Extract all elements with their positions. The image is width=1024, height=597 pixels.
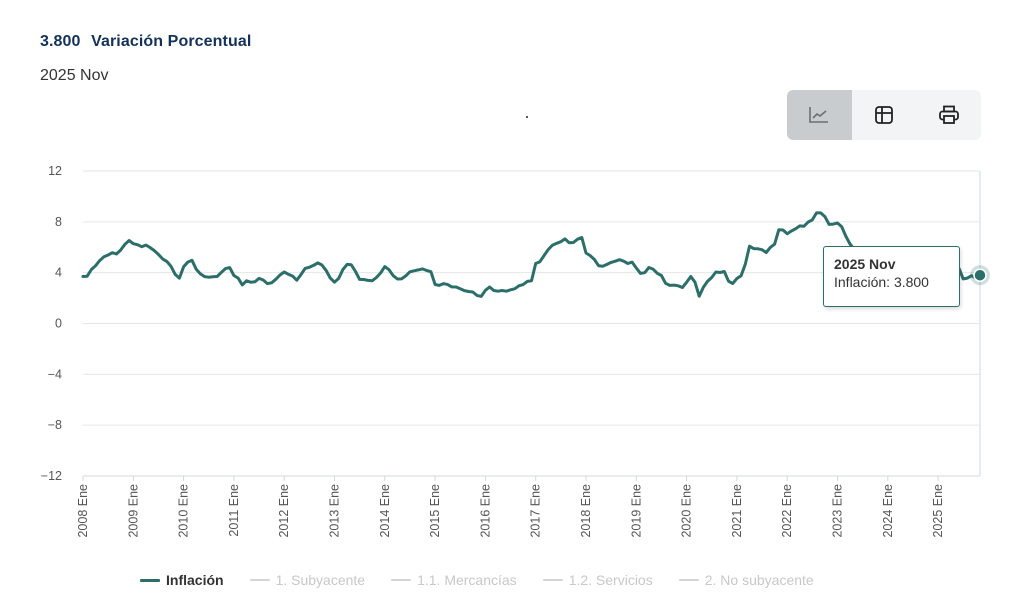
- x-tick-label: 2021 Ene: [730, 484, 744, 538]
- legend-swatch: [678, 579, 699, 581]
- printer-icon: [938, 105, 959, 124]
- x-tick-label: 2009 Ene: [126, 484, 140, 538]
- x-tick-label: 2013 Ene: [327, 484, 341, 538]
- tooltip: 2025 Nov Inflación: 3.800: [823, 246, 960, 307]
- legend-label: 1. Subyacente: [275, 572, 366, 588]
- x-axis-ticks: 2008 Ene 2009 Ene 2010 Ene 2011 Ene 2012 Ene…: [76, 476, 945, 538]
- legend-label: 1.2. Servicios: [568, 572, 653, 588]
- legend-item[interactable]: 1.1. Mercancías: [391, 572, 517, 588]
- x-tick-label: 2010 Ene: [177, 484, 191, 538]
- y-tick-label: 4: [55, 266, 62, 280]
- series-code: 3.800: [40, 33, 81, 50]
- legend-swatch: [542, 579, 563, 581]
- y-tick-label: −8: [48, 418, 62, 432]
- x-tick-label: 2017 Ene: [529, 484, 543, 538]
- chart-title: 3.800 Variación Porcentual: [40, 33, 251, 51]
- legend-swatch: [140, 578, 160, 582]
- y-tick-label: −12: [41, 469, 62, 483]
- legend-item[interactable]: Inflación: [140, 572, 224, 588]
- legend-label: 2. No subyacente: [704, 572, 814, 588]
- legend-label: 1.1. Mercancías: [417, 572, 517, 588]
- y-axis-ticks: 12 8 4 0 −4 −8 −12: [41, 164, 62, 483]
- table-icon: [875, 106, 893, 124]
- view-toolbar: [787, 90, 981, 140]
- stray-dot: [526, 116, 528, 118]
- legend-swatch: [391, 579, 412, 581]
- line-chart-icon: [809, 107, 829, 123]
- y-tick-label: −4: [48, 367, 62, 381]
- chart-view-button[interactable]: [787, 90, 852, 140]
- tooltip-period: 2025 Nov: [834, 256, 896, 272]
- x-tick-label: 2012 Ene: [277, 484, 291, 538]
- legend: Inflación 1. Subyacente 1.1. Mercancías 1.2…: [140, 572, 840, 588]
- series-layer: [81, 211, 990, 298]
- legend-swatch: [249, 579, 270, 581]
- grid-lines: [83, 170, 981, 477]
- series-title: Variación Porcentual: [91, 33, 252, 50]
- legend-item[interactable]: 2. No subyacente: [678, 572, 814, 588]
- x-tick-label: 2023 Ene: [830, 484, 844, 538]
- print-button[interactable]: [916, 90, 981, 140]
- x-tick-label: 2022 Ene: [780, 484, 794, 538]
- x-tick-label: 2016 Ene: [478, 484, 492, 538]
- legend-item[interactable]: 1. Subyacente: [249, 572, 366, 588]
- x-tick-label: 2011 Ene: [227, 484, 241, 537]
- y-tick-label: 0: [55, 317, 62, 331]
- table-view-button[interactable]: [852, 90, 917, 140]
- x-tick-label: 2008 Ene: [76, 484, 90, 538]
- tooltip-label: Inflación:: [834, 274, 891, 290]
- data-point-marker[interactable]: [973, 268, 987, 282]
- x-tick-label: 2014 Ene: [378, 484, 392, 538]
- x-tick-label: 2015 Ene: [428, 484, 442, 538]
- legend-item[interactable]: 1.2. Servicios: [542, 572, 653, 588]
- tooltip-value: 3.800: [893, 274, 929, 290]
- legend-label: Inflación: [166, 572, 224, 588]
- y-tick-label: 8: [55, 215, 62, 229]
- x-tick-label: 2018 Ene: [579, 484, 593, 538]
- x-tick-label: 2024 Ene: [881, 484, 895, 538]
- series-line-inflacion[interactable]: [81, 211, 982, 298]
- period-label: 2025 Nov: [40, 67, 109, 84]
- y-tick-label: 12: [48, 164, 62, 178]
- x-tick-label: 2020 Ene: [680, 484, 694, 538]
- x-tick-label: 2025 Ene: [931, 484, 945, 538]
- x-tick-label: 2019 Ene: [629, 484, 643, 538]
